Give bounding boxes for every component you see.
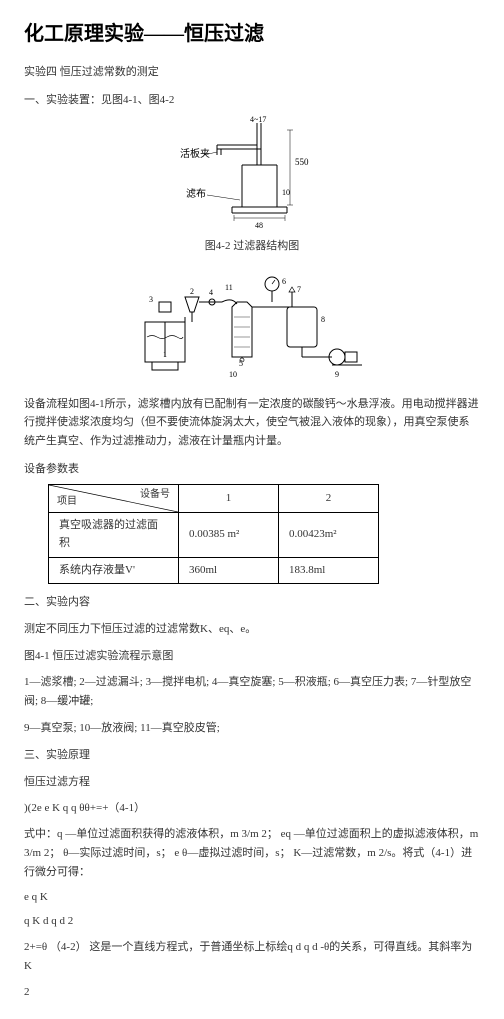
section-3: 三、实验原理 — [24, 747, 480, 765]
legend: 1—滤浆槽; 2—过滤漏斗; 3—搅拌电机; 4—真空旋塞; 5—积液瓶; 6—… — [24, 673, 480, 710]
num-10: 10 — [229, 370, 237, 379]
diagram1-caption: 图4-2 过滤器结构图 — [205, 238, 299, 256]
legend2: 9—真空泵; 10—放液阀; 11—真空胶皮管; — [24, 719, 480, 738]
dim-bottom: 48 — [255, 221, 263, 230]
num-8: 8 — [321, 315, 325, 324]
formula-desc: 式中：q —单位过滤面积获得的滤液体积，m 3/m 2； eq —单位过滤面积上… — [24, 825, 480, 881]
row1-v1: 0.00385 m² — [179, 513, 279, 557]
table-diag-header: 设备号 项目 — [49, 485, 179, 513]
dim-side: 10 — [282, 188, 290, 197]
page-title: 化工原理实验——恒压过滤 — [24, 18, 480, 50]
dim-top: 4~17 — [250, 115, 266, 124]
section-1: 一、实验装置：见图4-1、图4-2 — [24, 92, 480, 110]
row1-v2: 0.00423m² — [279, 513, 379, 557]
dim-height: 550 — [295, 157, 309, 167]
row1-label: 真空吸滤器的过滤面积 — [49, 513, 179, 557]
row2-label: 系统内存液量V' — [49, 557, 179, 584]
row2-v2: 183.8ml — [279, 557, 379, 584]
diagram-2: 1 3 2 4 11 5 10 6 7 — [24, 262, 480, 387]
th-top: 设备号 — [140, 487, 170, 503]
th-bottom: 项目 — [57, 494, 77, 510]
page-number: 2 — [24, 984, 480, 1002]
cloth-label: 滤布 — [186, 187, 206, 200]
num-3: 3 — [149, 295, 153, 304]
content-line: 测定不同压力下恒压过滤的过滤常数K、eq、e。 — [24, 620, 480, 639]
formula-4: 2+=θ （4-2） 这是一个直线方程式，于普通坐标上标绘q d q d -θ的… — [24, 938, 480, 975]
num-7: 7 — [297, 285, 301, 294]
num-5: 5 — [239, 359, 243, 368]
row2-v1: 360ml — [179, 557, 279, 584]
th-col1: 1 — [179, 485, 279, 513]
params-title: 设备参数表 — [24, 461, 480, 479]
formula-2: e q K — [24, 889, 480, 907]
diagram-1: 4~17 活板夹 550 10 滤布 48 图4-2 过滤器结构图 — [24, 115, 480, 256]
piston-label: 活板夹 — [180, 147, 210, 160]
num-4: 4 — [209, 288, 213, 297]
experiment-subtitle: 实验四 恒压过滤常数的测定 — [24, 64, 480, 82]
formula-3: q K d q d 2 — [24, 913, 480, 931]
num-9: 9 — [335, 370, 339, 379]
flow-text: 设备流程如图4-1所示，滤浆槽内放有已配制有一定浓度的碳酸钙～水悬浮液。用电动搅… — [24, 395, 480, 451]
num-6: 6 — [282, 277, 286, 286]
section-2: 二、实验内容 — [24, 594, 480, 612]
th-col2: 2 — [279, 485, 379, 513]
formula-1: )(2e e K q q θθ+=+（4-1） — [24, 800, 480, 818]
num-11: 11 — [225, 283, 233, 292]
fig-caption: 图4-1 恒压过滤实验流程示意图 — [24, 647, 480, 666]
num-1: 1 — [163, 350, 167, 359]
params-table: 设备号 项目 1 2 真空吸滤器的过滤面积 0.00385 m² 0.00423… — [48, 484, 379, 584]
num-2: 2 — [190, 287, 194, 296]
principle-title: 恒压过滤方程 — [24, 773, 480, 792]
